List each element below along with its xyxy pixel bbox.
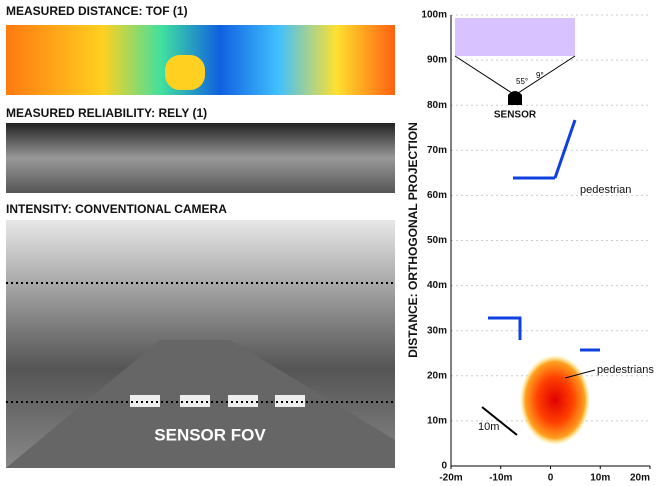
- annotation: 55°: [516, 77, 528, 86]
- y-tick-label: 90m: [427, 55, 447, 66]
- y-tick-label: 50m: [427, 235, 447, 246]
- y-tick-label: 40m: [427, 280, 447, 291]
- y-tick-label: 20m: [427, 370, 447, 381]
- panel-title: MEASURED RELIABILITY: RELY (1): [6, 106, 207, 120]
- annotation: 9°: [536, 71, 544, 80]
- annotation: SENSOR FOV: [154, 425, 266, 444]
- y-tick-label: 60m: [427, 190, 447, 201]
- annotation: pedestrian: [580, 184, 631, 196]
- panel-title: INTENSITY: CONVENTIONAL CAMERA: [6, 202, 227, 216]
- y-tick-label: 80m: [427, 100, 447, 111]
- y-tick-label: 70m: [427, 145, 447, 156]
- sensor-icon: [508, 91, 522, 105]
- figure: MEASURED DISTANCE: TOF (1) MEASURED RELI…: [0, 0, 659, 486]
- y-tick-label: 0: [441, 461, 447, 472]
- y-tick-label: 30m: [427, 325, 447, 336]
- point-cloud: [520, 355, 590, 445]
- x-tick-label: 10m: [590, 473, 610, 484]
- y-axis-label: DISTANCE: ORTHOGONAL PROJECTION: [406, 122, 420, 358]
- annotation: SENSOR: [494, 110, 537, 121]
- y-tick-label: 100m: [421, 10, 447, 21]
- fov-lines: [455, 56, 575, 95]
- annotation: 10m: [478, 421, 499, 433]
- x-tick-label: 0: [548, 473, 554, 484]
- annotation: pedestrians: [597, 364, 654, 376]
- x-tick-label: -20m: [439, 473, 462, 484]
- rely-image: [6, 123, 395, 193]
- sensor-fov-icon: [455, 18, 575, 56]
- x-tick-label: 20m: [630, 473, 650, 484]
- tof-object: [165, 55, 205, 90]
- panel-title: MEASURED DISTANCE: TOF (1): [6, 4, 188, 18]
- y-tick-label: 10m: [427, 416, 447, 427]
- x-tick-label: -10m: [489, 473, 512, 484]
- point-cloud-walls: [488, 120, 600, 350]
